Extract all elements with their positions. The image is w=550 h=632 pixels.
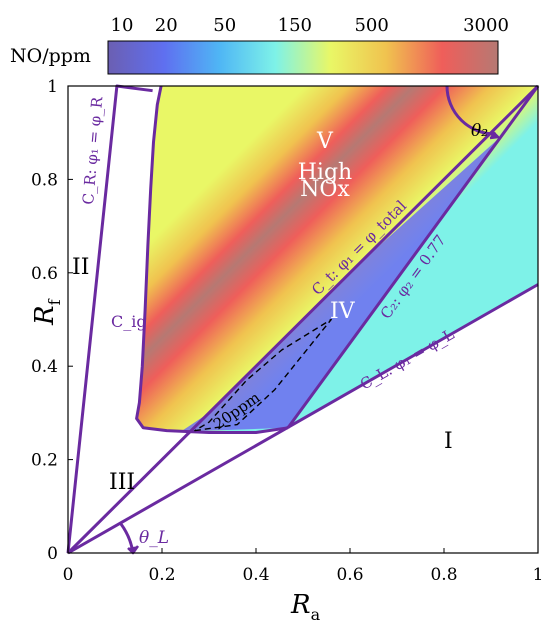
region-v-label: V — [316, 129, 334, 154]
x-tick-label: 0 — [63, 565, 74, 585]
region-iv-low-nox — [180, 132, 506, 432]
x-tick-label: 0.8 — [430, 565, 457, 585]
theta-2-arc — [445, 85, 497, 136]
x-tick-label: 1 — [533, 565, 544, 585]
x-tick-label: 0.6 — [336, 565, 363, 585]
contour-20ppm — [194, 318, 332, 432]
colorbar-tick-label: 10 — [111, 15, 134, 36]
region-iv-label: IV — [330, 299, 356, 324]
y-tick-label: 0.2 — [31, 451, 58, 471]
y-tick-label: 0.6 — [31, 264, 58, 284]
y-tick-label: 0 — [47, 544, 58, 564]
theta-2-arrowhead — [489, 131, 500, 140]
y-tick-label: 0.8 — [31, 170, 58, 190]
colorbar-tick-label: 150 — [278, 15, 312, 36]
colorbar-ticks: 10 20 50 150 500 3000 — [111, 15, 509, 36]
colorbar-tick-label: 500 — [354, 15, 388, 36]
curve-c-ig — [135, 85, 289, 434]
region-v-nox-label: NOx — [300, 177, 350, 202]
curve-cig-label: C_ig — [111, 312, 147, 331]
x-tick-label: 0.2 — [148, 565, 175, 585]
y-tick-label: 1 — [47, 77, 58, 97]
y-tick-label: 0.4 — [31, 357, 58, 377]
curve-c-total — [66, 84, 540, 555]
x-tick-label: 0.4 — [242, 565, 269, 585]
theta-l-label: θ_L — [139, 528, 169, 548]
x-axis-label: Ra — [290, 590, 321, 624]
y-axis-label: Rf — [30, 298, 64, 326]
curve-c-l — [67, 283, 539, 555]
y-axis-ticks: 0 0.2 0.4 0.6 0.8 1 — [31, 77, 73, 564]
colorbar-tick-label: 3000 — [463, 15, 509, 36]
curve-c-2 — [286, 85, 540, 429]
region-v-high-label: High — [298, 160, 352, 185]
axes-frame — [67, 85, 539, 554]
colorbar-label: NO/ppm — [10, 45, 91, 67]
region-i-label: I — [444, 429, 453, 454]
theta-2-label: θ₂ — [471, 121, 488, 141]
x-axis-ticks: 0 0.2 0.4 0.6 0.8 1 — [63, 548, 544, 585]
colorbar-tick-label: 20 — [155, 15, 178, 36]
region-ii-label: II — [72, 255, 89, 280]
region-iii-label: III — [109, 470, 135, 495]
colorbar — [107, 40, 499, 75]
colorbar-tick-label: 50 — [213, 15, 236, 36]
